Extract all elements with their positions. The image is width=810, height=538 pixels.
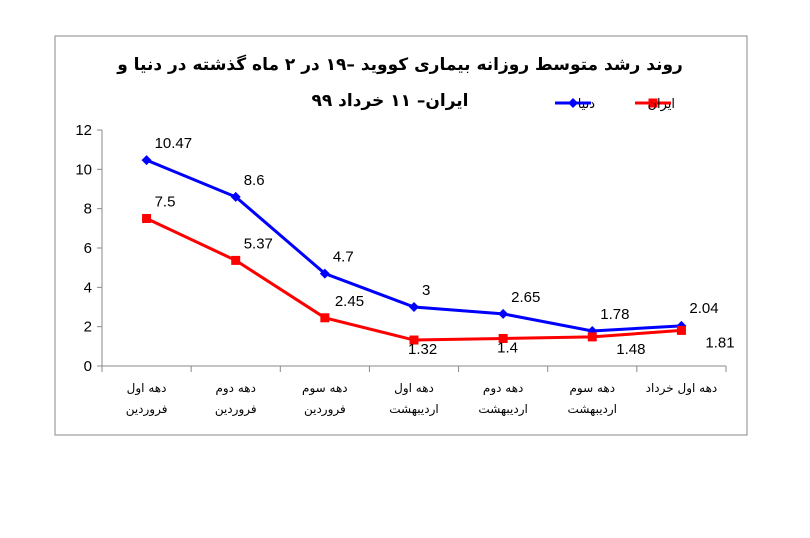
x-category-label: دهه دوم [483,381,524,396]
data-label: 4.7 [333,249,354,266]
x-category-label: دهه اول [127,381,167,396]
y-tick-label: 8 [84,201,92,218]
x-category-label: فروردین [304,402,346,417]
chart-border [54,35,748,436]
data-point [676,325,686,335]
data-label: 2.04 [689,300,718,317]
data-point [142,214,152,223]
axes: 0 2 4 6 8 10 12 دهه اول فروردین دهه دوم فروردین دهه… [75,122,727,417]
data-label: 7.5 [155,194,176,211]
legend-marker [568,98,578,108]
series-0: 10.47 8.6 4.7 3 2.65 1.78 2.04 [141,135,719,336]
chart-title-line-1: روند رشد متوسط روزانه بیماری کووید –۱۹ د… [116,54,683,75]
x-category-label: اردیبهشت [389,402,438,417]
data-label: 1.48 [616,341,645,358]
y-tick-label: 0 [84,358,92,375]
y-tick-label: 12 [75,122,92,139]
series-1: 7.5 5.37 2.45 1.32 1.4 1.48 1.81 [142,194,735,358]
chart-title-line-2: ایران– ۱۱ خرداد ۹۹ [311,91,468,111]
series-layer: 10.47 8.6 4.7 3 2.65 1.78 2.04 7.5 5.37 2.45 1.32 1… [141,135,735,358]
y-tick-label: 6 [84,240,92,257]
data-label: 1.81 [705,334,734,351]
data-label: 8.6 [244,172,265,189]
data-point [319,268,330,279]
legend-label: ایران [647,97,675,112]
data-label: 5.37 [244,235,273,252]
x-category-label: فروردین [215,402,257,417]
x-category-label: دهه سوم [302,381,348,396]
data-label: 10.47 [155,135,193,152]
data-point [141,155,152,166]
data-point [320,313,330,323]
x-category-label: اردیبهشت [478,402,527,417]
y-tick-label: 4 [84,279,92,296]
x-category-label: دهه سوم [569,381,615,396]
x-category-label: فروردین [126,402,168,417]
data-label: 3 [422,282,430,299]
data-point [498,308,509,319]
x-category-label: دهه اول خرداد [646,381,718,396]
data-label: 1.78 [600,306,629,323]
data-point [498,333,508,343]
data-label: 1.32 [408,341,437,358]
legend: دنیا ایران [555,97,675,112]
x-category-label: اردیبهشت [568,402,617,417]
data-label: 2.45 [335,293,364,310]
data-label: 2.65 [511,289,540,306]
data-point [231,255,241,265]
data-label: 1.4 [497,339,518,356]
data-point [230,191,241,202]
x-category-label: دهه اول [394,381,434,396]
data-point [409,302,419,312]
data-point [587,332,597,342]
x-category-label: دهه دوم [215,381,256,396]
legend-label: دنیا [578,97,596,112]
data-point [409,335,419,345]
legend-marker [648,98,658,108]
y-tick-label: 10 [75,161,92,178]
y-tick-label: 2 [84,319,92,336]
